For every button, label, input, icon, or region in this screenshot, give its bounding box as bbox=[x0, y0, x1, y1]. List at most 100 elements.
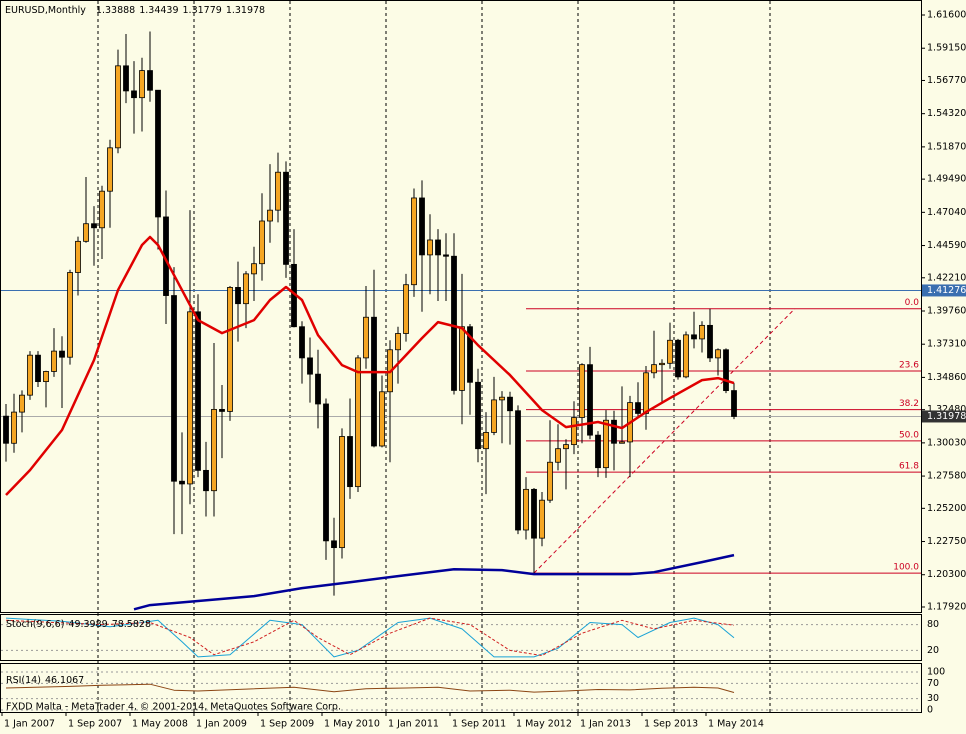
candle-body bbox=[395, 333, 401, 351]
trend-line bbox=[533, 308, 796, 574]
candle-body bbox=[483, 432, 489, 450]
candle-body bbox=[315, 373, 321, 405]
candle-body bbox=[515, 410, 521, 531]
candle-body bbox=[363, 316, 369, 359]
candle-body bbox=[187, 311, 193, 485]
candle-body bbox=[635, 402, 641, 414]
y-tick-label: 1.32480 bbox=[927, 404, 966, 415]
candle-body bbox=[667, 339, 673, 364]
indicator-line bbox=[5, 235, 735, 496]
candle-body bbox=[211, 408, 217, 492]
candle-body bbox=[155, 89, 161, 218]
fib-label: 61.8 bbox=[899, 462, 919, 472]
candle-body bbox=[619, 441, 625, 444]
candle-body bbox=[283, 171, 289, 265]
footer: FXDD Malta - MetaTrader 4, © 2001-2014, … bbox=[6, 702, 341, 713]
indicator-line bbox=[5, 617, 735, 658]
candle-body bbox=[523, 488, 529, 531]
candle-body bbox=[427, 239, 433, 256]
candle-body bbox=[707, 324, 713, 359]
y-tick-label: 1.30030 bbox=[927, 437, 966, 448]
candle-body bbox=[195, 311, 201, 471]
indicator-title: RSI(14) 46.1067 bbox=[6, 675, 84, 686]
stoch-panel bbox=[0, 614, 922, 661]
candle-body bbox=[203, 469, 209, 492]
candle-body bbox=[587, 364, 593, 436]
fib-label: 38.2 bbox=[899, 399, 919, 409]
candle-body bbox=[235, 287, 241, 305]
fib-label: 0.0 bbox=[905, 298, 920, 308]
x-tick-label: 1 May 2012 bbox=[516, 719, 572, 730]
candle-body bbox=[563, 444, 569, 450]
x-tick-label: 1 Jan 2009 bbox=[196, 719, 247, 730]
candle-body bbox=[19, 394, 25, 413]
candle-body bbox=[347, 436, 353, 488]
candle-body bbox=[539, 499, 545, 539]
candle-body bbox=[75, 240, 81, 273]
y-tick-label: 70 bbox=[927, 678, 939, 689]
fib-label: 100.0 bbox=[893, 563, 919, 573]
indicator-title: Stoch(9,6,6) 49.3989 78.5828 bbox=[6, 619, 151, 630]
y-tick-label: 1.49490 bbox=[927, 174, 966, 185]
y-tick-label: 1.39760 bbox=[927, 305, 966, 316]
candle-body bbox=[123, 65, 129, 92]
grid-layer bbox=[1, 1, 925, 716]
y-tick-label: 20 bbox=[927, 645, 939, 656]
indicator-line bbox=[133, 553, 735, 611]
y-tick-label: 1.54320 bbox=[927, 108, 966, 119]
x-tick-label: 1 Sep 2009 bbox=[260, 719, 314, 730]
hline-label: 1.41276 bbox=[927, 285, 966, 296]
y-tick-label: 80 bbox=[927, 619, 939, 630]
candle-body bbox=[59, 350, 65, 358]
labels-layer: 1.61600 1.59150 1.56770 1.54320 1.51870 1.494… bbox=[4, 5, 966, 730]
y-tick-label: 100 bbox=[927, 667, 945, 678]
candle-body bbox=[571, 417, 577, 446]
chart-header: EURUSD,Monthly 1.33888 1.34439 1.31779 1.319… bbox=[5, 5, 265, 16]
candle-body bbox=[355, 357, 361, 488]
candle-body bbox=[299, 326, 305, 359]
candle-body bbox=[171, 295, 177, 482]
x-tick-label: 1 Sep 2013 bbox=[644, 719, 698, 730]
candle-body bbox=[507, 396, 513, 412]
bid-label: 1.31978 bbox=[927, 411, 966, 422]
y-tick-label: 1.59150 bbox=[927, 43, 966, 54]
x-tick-label: 1 Jan 2007 bbox=[4, 719, 55, 730]
candle-body bbox=[555, 448, 561, 463]
candle-body bbox=[243, 273, 249, 305]
candle-body bbox=[251, 263, 257, 275]
header-open: 1.33888 bbox=[96, 5, 135, 16]
marks-layer bbox=[3, 31, 921, 693]
y-tick-label: 1.22750 bbox=[927, 536, 966, 547]
candle-body bbox=[339, 436, 345, 549]
y-tick-label: 30 bbox=[927, 693, 939, 704]
fib-label: 23.6 bbox=[899, 361, 919, 371]
x-tick-label: 1 May 2014 bbox=[708, 719, 764, 730]
candle-body bbox=[139, 70, 145, 99]
y-tick-label: 1.61600 bbox=[927, 10, 966, 21]
candle-body bbox=[379, 391, 385, 447]
candle-body bbox=[475, 381, 481, 450]
candle-body bbox=[275, 171, 281, 211]
candle-body bbox=[723, 349, 729, 391]
candle-body bbox=[35, 354, 41, 383]
y-tick-label: 1.17920 bbox=[927, 601, 966, 612]
candle-body bbox=[699, 324, 705, 340]
candle-body bbox=[371, 316, 377, 447]
candle-body bbox=[491, 399, 497, 433]
candle-body bbox=[3, 415, 9, 444]
header-high: 1.34439 bbox=[139, 5, 178, 16]
candle-body bbox=[323, 403, 329, 542]
indicator-value: 46.1067 bbox=[45, 675, 84, 686]
candle-body bbox=[43, 371, 49, 383]
candle-body bbox=[307, 357, 313, 375]
candle-body bbox=[603, 419, 609, 469]
y-tick-label: 1.44590 bbox=[927, 240, 966, 251]
candle-body bbox=[227, 287, 233, 412]
y-tick-label: 0 bbox=[927, 705, 933, 716]
x-tick-label: 1 Sep 2011 bbox=[452, 719, 506, 730]
y-tick-label: 1.51870 bbox=[927, 141, 966, 152]
candle-body bbox=[611, 419, 617, 444]
candle-body bbox=[579, 364, 585, 418]
y-tick-label: 1.27580 bbox=[927, 471, 966, 482]
